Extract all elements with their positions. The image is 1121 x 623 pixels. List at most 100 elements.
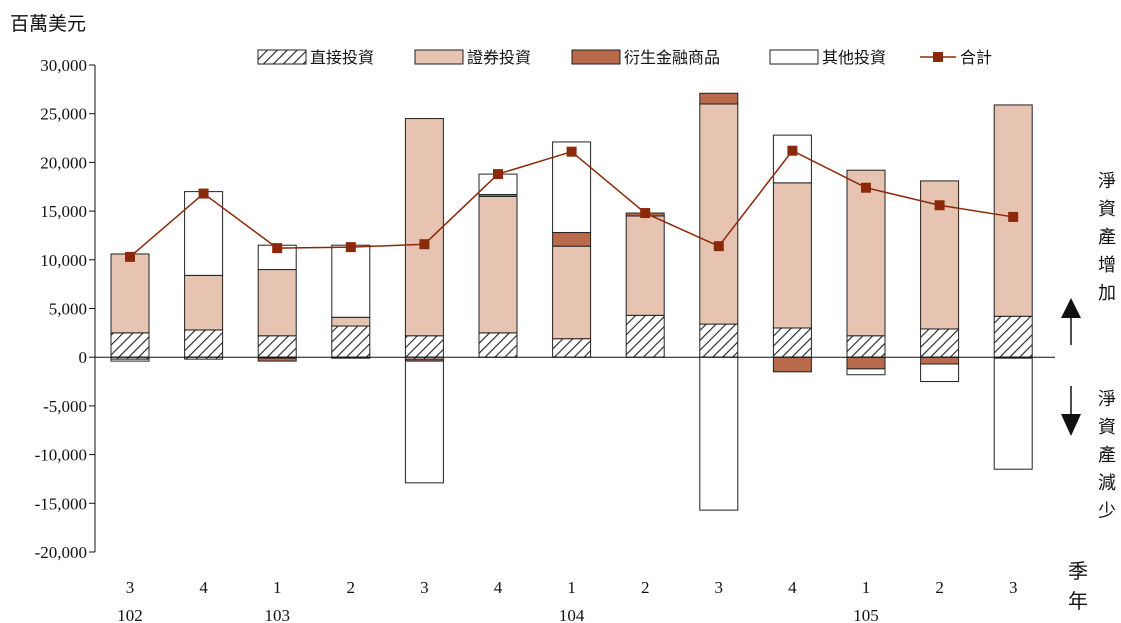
decrease-char: 資 [1098, 417, 1116, 438]
x-tick-label: 1 [273, 578, 282, 597]
x-tick-label: 2 [641, 578, 650, 597]
year-label: 104 [559, 606, 585, 623]
y-tick-label: 5,000 [49, 300, 87, 319]
increase-char: 加 [1098, 283, 1116, 304]
y-axis: 30,000 25,000 20,000 15,000 10,000 5,000 0 -5,0… [35, 56, 96, 562]
arrow-down-icon [1061, 386, 1081, 436]
bar-segment [257, 269, 297, 337]
x-tick-label: 4 [788, 578, 797, 597]
x-tick-label: 4 [494, 578, 503, 597]
bar-segment [257, 335, 297, 358]
bar-segment [993, 104, 1033, 317]
bar-segment-negative [699, 356, 739, 511]
bar-segment [552, 141, 592, 234]
y-tick-label: 30,000 [40, 56, 87, 75]
increase-char: 增 [1098, 255, 1116, 276]
bar-segment [772, 134, 812, 184]
y-tick-label: 25,000 [40, 105, 87, 124]
bar-segment [699, 92, 739, 105]
total-point [713, 241, 724, 252]
total-point [934, 200, 945, 211]
legend-label: 直接投資 [310, 48, 374, 67]
bar-segment [404, 335, 444, 358]
year-label: 103 [264, 606, 290, 623]
decrease-char: 淨 [1098, 389, 1116, 410]
legend-label: 衍生金融商品 [624, 48, 720, 67]
decrease-char: 少 [1098, 501, 1116, 522]
bar-segment-negative [110, 358, 150, 362]
x-tick-label: 3 [126, 578, 135, 597]
x-tick-label: 4 [199, 578, 208, 597]
legend-label: 證券投資 [467, 48, 531, 67]
bar-segment-negative [993, 357, 1033, 470]
bar-segment [625, 215, 665, 316]
bar-segment [331, 316, 371, 327]
x-tick-label: 3 [1009, 578, 1018, 597]
bar-segment [993, 315, 1033, 358]
year-label: 102 [117, 606, 143, 623]
x-tick-label: 3 [420, 578, 429, 597]
x-tick-label: 1 [567, 578, 576, 597]
y-tick-label: -20,000 [35, 543, 87, 562]
bar-segment-negative [404, 360, 444, 484]
legend-swatch [769, 49, 819, 65]
total-point [787, 145, 798, 156]
x-axis-title-quarter: 季 [1068, 559, 1088, 583]
bar-segment-negative [257, 357, 297, 362]
bar-segment [184, 274, 224, 331]
total-point [1008, 211, 1019, 222]
legend-swatch [414, 49, 464, 65]
bar-segment [478, 332, 518, 358]
x-tick-label: 2 [935, 578, 944, 597]
bar-segment [920, 328, 960, 358]
total-point [198, 188, 209, 199]
arrow-up-icon [1061, 298, 1081, 345]
year-label: 105 [853, 606, 879, 623]
y-tick-label: -5,000 [43, 397, 87, 416]
total-point [125, 251, 135, 262]
bar-segment [625, 314, 665, 358]
x-axis-title-year: 年 [1068, 589, 1088, 613]
y-tick-label: 0 [79, 348, 88, 367]
total-point [861, 182, 871, 193]
bar-segment [846, 169, 886, 337]
unit-label: 百萬美元 [10, 13, 86, 35]
legend-marker [933, 52, 943, 62]
y-tick-label: 20,000 [40, 153, 87, 172]
y-tick-label: -15,000 [35, 494, 87, 513]
legend-swatch [257, 49, 307, 65]
y-tick-label: 15,000 [40, 202, 87, 221]
bar-segment-negative [772, 356, 812, 373]
bar-segment [772, 182, 812, 329]
increase-char: 資 [1098, 199, 1116, 220]
bar-segment [772, 327, 812, 358]
total-line [125, 145, 1019, 262]
y-tick-label: -10,000 [35, 446, 87, 465]
increase-char: 淨 [1098, 171, 1116, 192]
bar-segment [846, 335, 886, 358]
bar-segment-negative [846, 368, 886, 376]
bar-segment [110, 253, 150, 334]
bar-segment-negative [846, 356, 886, 370]
total-point [566, 146, 577, 157]
bar-segment [331, 325, 371, 358]
bar-segment [699, 103, 739, 325]
total-point [640, 208, 651, 219]
bar-segment [552, 232, 592, 247]
x-axis: 3 4 1 2 3 4 1 2 3 4 1 2 3 102 103 104 105 [95, 356, 1055, 623]
x-tick-label: 2 [347, 578, 356, 597]
total-point [345, 242, 356, 253]
bar-segment [110, 332, 150, 358]
bar-segment [552, 338, 592, 358]
y-tick-label: 10,000 [40, 251, 87, 270]
legend-label: 其他投資 [822, 48, 886, 67]
bar-segment [552, 245, 592, 340]
legend: 直接投資 證券投資 衍生金融商品 其他投資 合計 [257, 48, 992, 67]
total-point [272, 243, 283, 254]
x-tick-label: 1 [862, 578, 871, 597]
decrease-char: 產 [1098, 445, 1116, 466]
bar-segment [478, 195, 518, 334]
